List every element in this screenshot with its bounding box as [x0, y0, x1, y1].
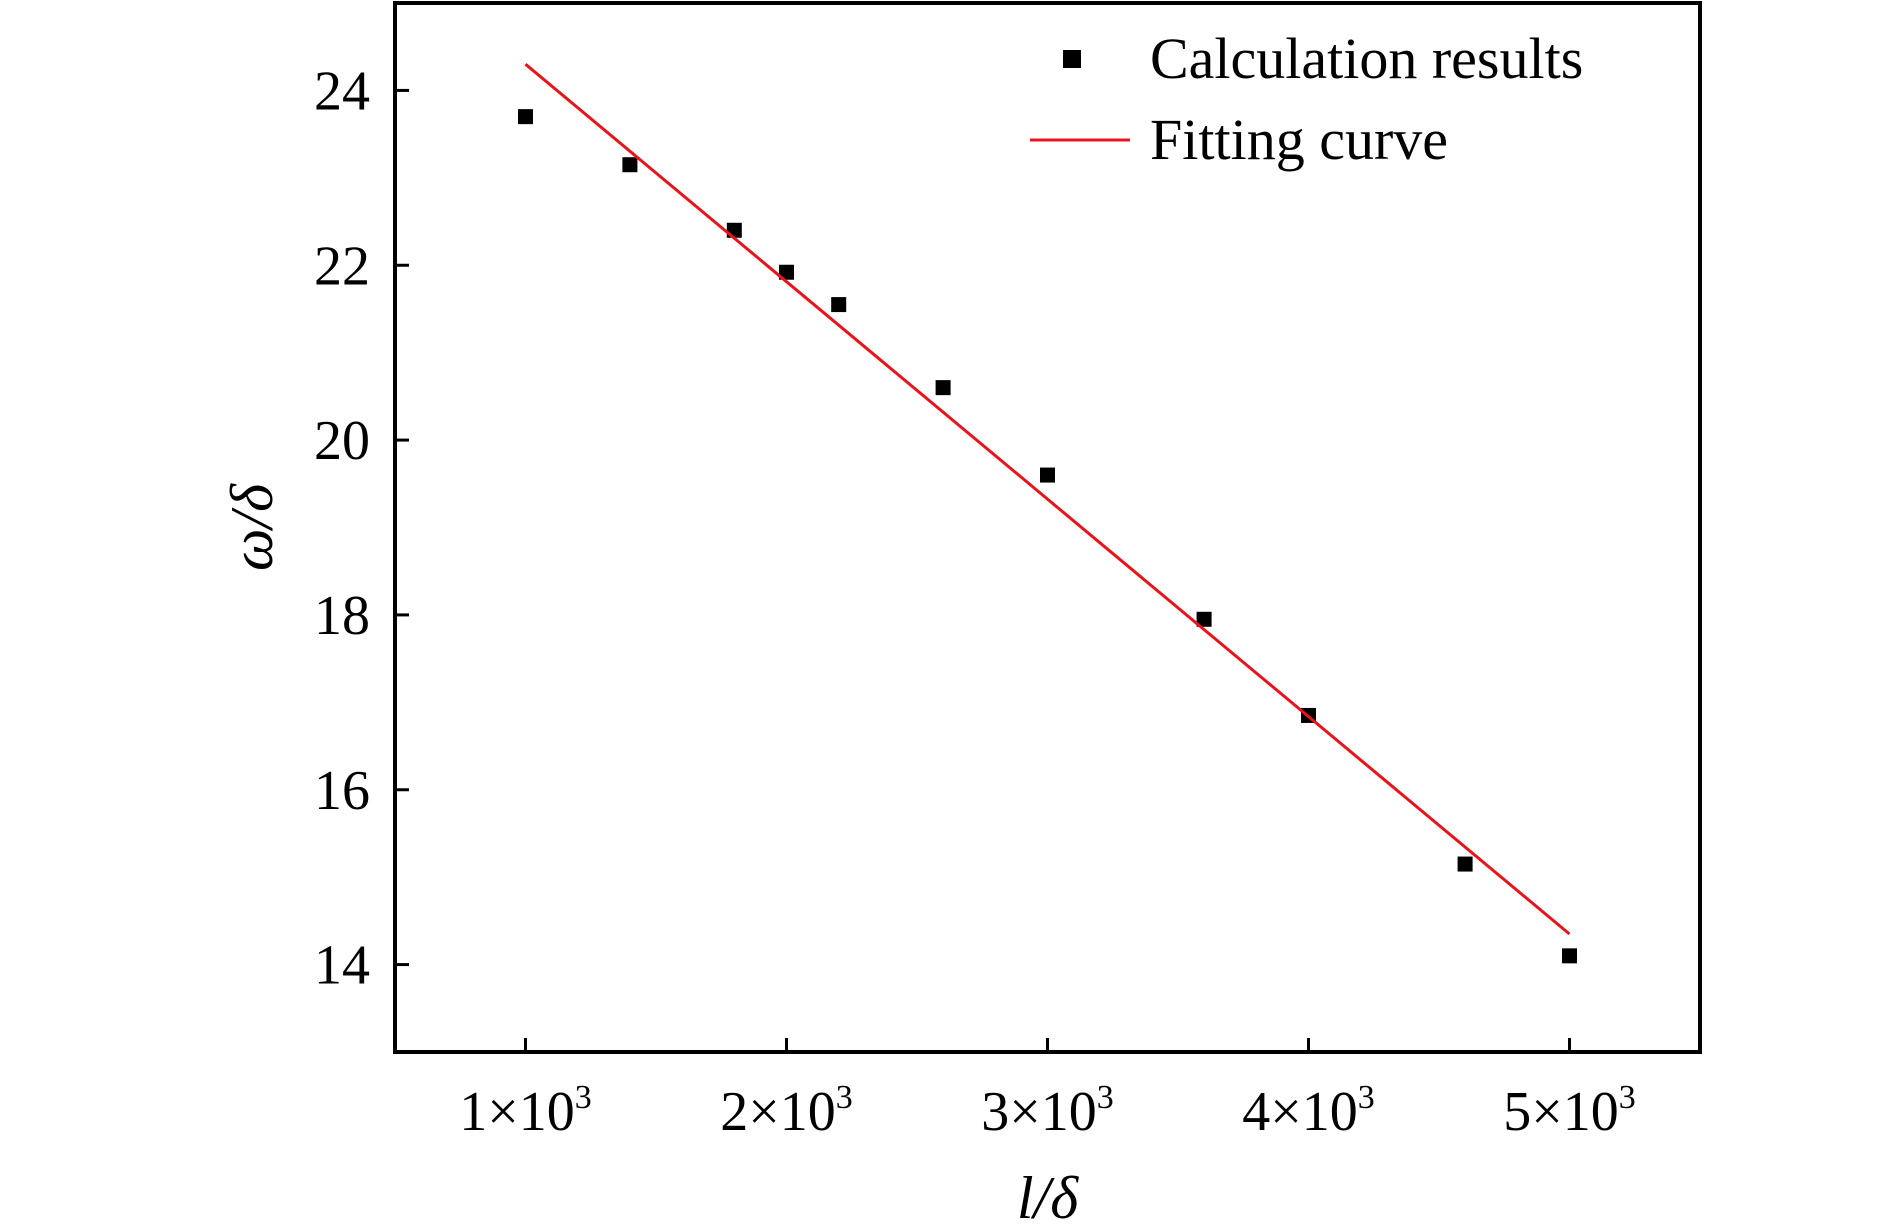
- fit-line: [524, 63, 1571, 936]
- y-axis-label: ω/δ: [219, 483, 285, 571]
- y-tick-label-4: 22: [314, 235, 370, 297]
- y-tick-label-0: 14: [314, 935, 370, 997]
- legend-label-1: Fitting curve: [1150, 107, 1448, 172]
- data-point-7: [1196, 611, 1212, 627]
- series-layer: [518, 63, 1577, 964]
- x-tick-label-3: 4×103: [1242, 1079, 1375, 1143]
- x-tick-label-0: 1×103: [459, 1079, 592, 1143]
- y-tick-label-1: 16: [314, 760, 370, 822]
- data-point-0: [518, 109, 533, 125]
- x-axis-label: l/δ: [1017, 1165, 1079, 1231]
- axes: 1×103 2×103 3×103 4×103 5×103 14 16 18 20 22 24: [314, 60, 1636, 1143]
- x-tick-label-2: 3×103: [981, 1079, 1114, 1143]
- data-point-1: [622, 157, 638, 173]
- legend-square-symbol: [1063, 50, 1081, 68]
- y-tick-label-5: 24: [314, 60, 370, 122]
- x-tick-label-1: 2×103: [720, 1079, 853, 1143]
- data-point-6: [1040, 467, 1055, 483]
- plot-frame: [393, 1, 1702, 1054]
- data-point-10: [1562, 948, 1577, 964]
- data-point-5: [935, 380, 951, 396]
- data-point-3: [779, 264, 794, 280]
- x-tick-label-4: 5×103: [1503, 1079, 1636, 1143]
- y-tick-label-2: 18: [314, 585, 370, 647]
- legend-label-0: Calculation results: [1150, 26, 1583, 91]
- data-point-4: [831, 297, 847, 313]
- y-tick-label-3: 20: [314, 410, 370, 472]
- legend: Calculation results Fitting curve: [1030, 26, 1583, 172]
- data-point-9: [1457, 856, 1473, 872]
